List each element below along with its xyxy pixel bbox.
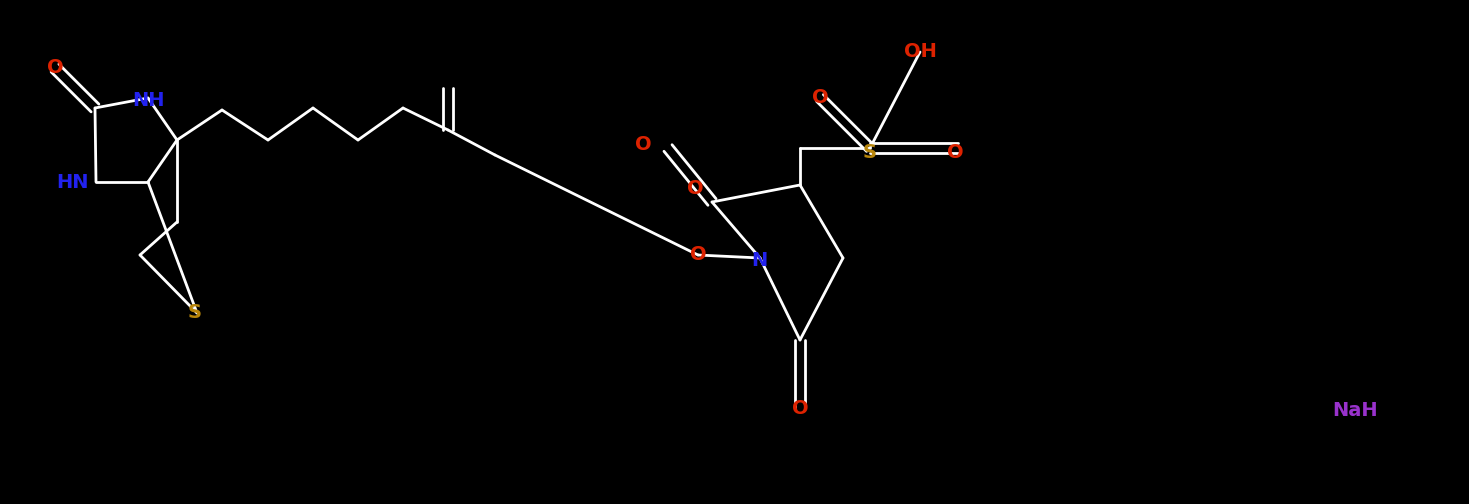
Text: O: O — [635, 136, 651, 155]
Text: O: O — [946, 144, 964, 162]
Text: OH: OH — [903, 42, 936, 61]
Text: NH: NH — [132, 91, 165, 109]
Text: O: O — [689, 245, 707, 265]
Text: S: S — [862, 144, 877, 162]
Text: HN: HN — [56, 173, 88, 193]
Text: NaH: NaH — [1332, 401, 1378, 419]
Text: O: O — [47, 58, 63, 78]
Text: N: N — [751, 250, 767, 270]
Text: S: S — [188, 303, 203, 323]
Text: O: O — [686, 178, 704, 198]
Text: O: O — [792, 399, 808, 417]
Text: O: O — [812, 89, 829, 107]
